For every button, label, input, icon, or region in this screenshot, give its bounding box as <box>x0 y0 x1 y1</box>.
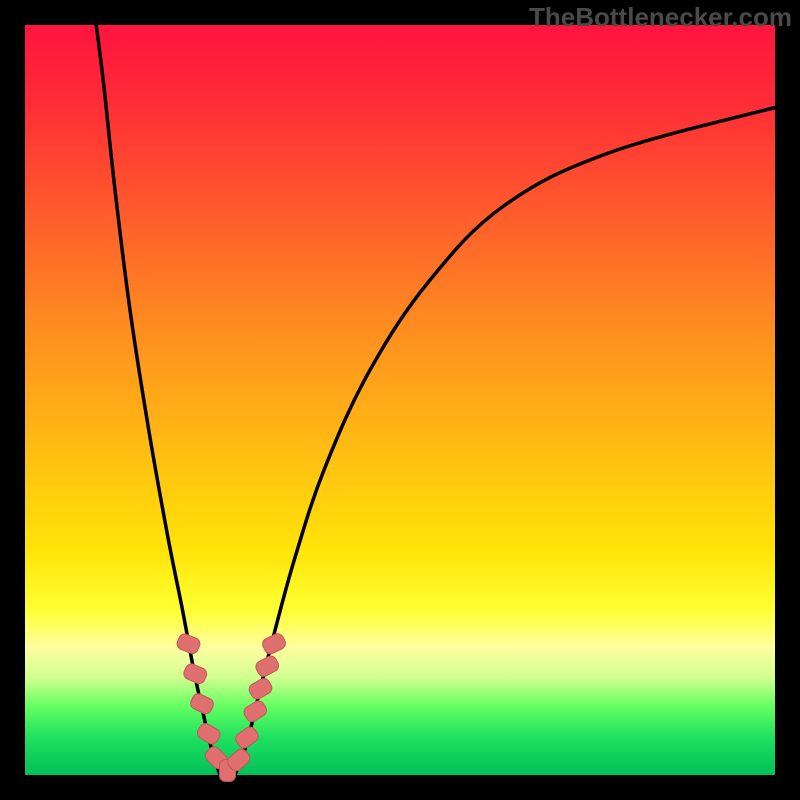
data-marker <box>233 725 260 751</box>
data-marker <box>175 632 201 655</box>
data-marker <box>189 692 216 716</box>
watermark-text: TheBottlenecker.com <box>529 2 792 33</box>
bottleneck-curve-right <box>235 108 775 776</box>
data-marker <box>242 699 269 724</box>
chart-frame: TheBottlenecker.com <box>0 0 800 800</box>
bottleneck-curve-left <box>96 25 220 775</box>
data-marker <box>261 632 288 656</box>
data-marker <box>247 676 274 701</box>
data-marker <box>195 721 222 746</box>
data-marker <box>254 654 281 678</box>
chart-svg <box>0 0 800 800</box>
data-marker <box>182 662 209 686</box>
